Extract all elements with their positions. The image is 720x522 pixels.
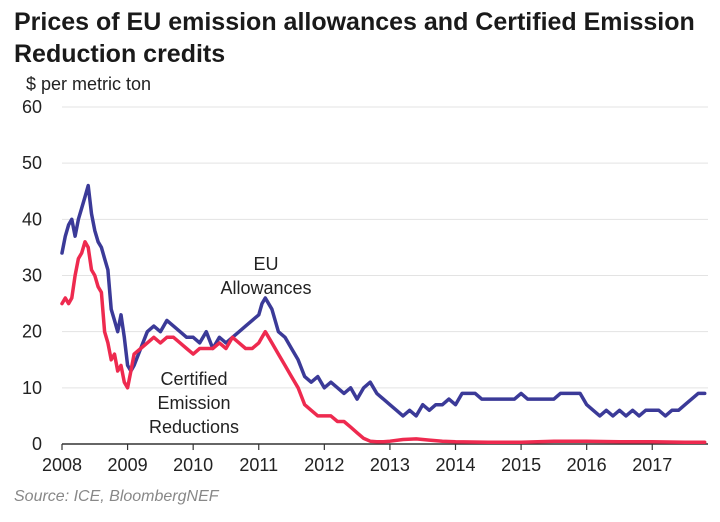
- x-tick-label: 2011: [239, 455, 278, 475]
- x-tick-label: 2016: [567, 455, 607, 475]
- y-axis-label: $ per metric ton: [26, 74, 152, 94]
- y-tick-label: 20: [22, 322, 42, 342]
- chart-title: Prices of EU emission allowances and Cer…: [14, 8, 695, 68]
- x-tick-label: 2015: [501, 455, 541, 475]
- annotation-certified-emission-reductions: Certified: [160, 369, 227, 389]
- y-tick-label: 30: [22, 266, 42, 286]
- x-tick-label: 2014: [435, 455, 475, 475]
- x-tick-label: 2010: [173, 455, 213, 475]
- annotation-certified-emission-reductions: Reductions: [149, 417, 239, 437]
- y-tick-label: 40: [22, 209, 42, 229]
- annotation-certified-emission-reductions: Emission: [157, 393, 230, 413]
- y-tick-label: 0: [32, 434, 42, 454]
- x-tick-label: 2017: [632, 455, 672, 475]
- x-tick-label: 2013: [370, 455, 410, 475]
- x-tick-label: 2009: [108, 455, 148, 475]
- annotation-eu-allowances: Allowances: [220, 278, 311, 298]
- y-tick-label: 50: [22, 153, 42, 173]
- y-tick-label: 10: [22, 378, 42, 398]
- x-tick-label: 2012: [304, 455, 344, 475]
- x-tick-label: 2008: [42, 455, 82, 475]
- series-line-certified-emission-reductions: [60, 240, 707, 445]
- source-note: Source: ICE, BloombergNEF: [14, 488, 219, 505]
- y-tick-label: 60: [22, 97, 42, 117]
- annotation-eu-allowances: EU: [253, 254, 278, 274]
- series-line-eu-allowances: [60, 183, 707, 418]
